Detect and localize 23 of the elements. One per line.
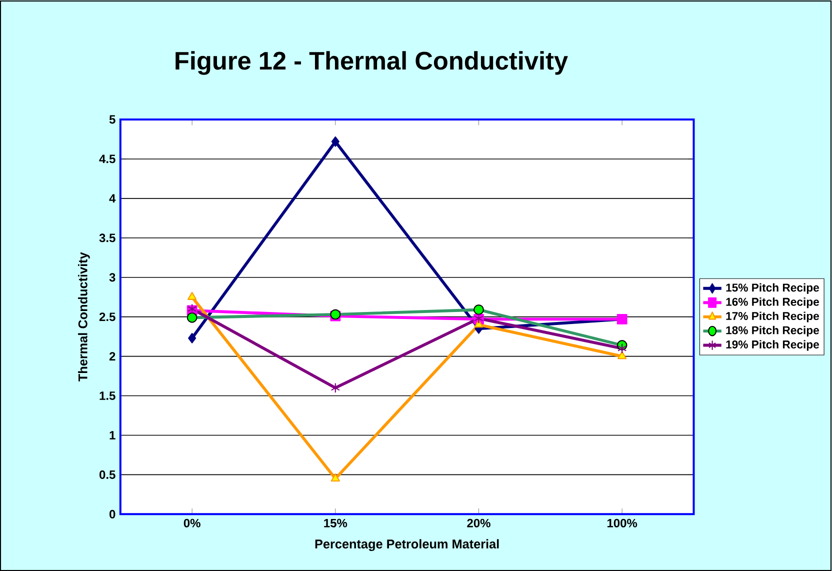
legend-label: 17% Pitch Recipe [726,312,819,322]
y-tick-label: 4 [109,194,116,203]
y-tick-label: 0.5 [99,470,116,479]
chart-title: Figure 12 - Thermal Conductivity [176,51,568,75]
y-tick-label: 3 [109,273,116,282]
x-tick-label: 100% [607,518,638,528]
legend-label: 19% Pitch Recipe [726,340,819,351]
y-tick-label: 1 [110,431,116,440]
y-tick-label: 0 [110,510,116,518]
x-tick-label: 15% [324,518,348,528]
legend-label: 16% Pitch Recipe [726,298,819,308]
y-tick-label: 4.5 [99,154,116,164]
y-tick-label: 2.5 [99,312,116,322]
y-tick-label: 2 [109,352,116,360]
y-axis-title: Thermal Conductivity [78,252,90,382]
legend-label: 18% Pitch Recipe [726,326,819,336]
x-axis-title: Percentage Petroleum Material [315,539,499,552]
y-tick-label: 5 [109,115,116,124]
x-tick-label: 0% [184,518,200,528]
y-tick-label: 1.5 [100,392,116,400]
legend-label: 15% Pitch Recipe [726,283,819,294]
y-tick-label: 3.5 [99,234,116,242]
x-tick-label: 20% [467,518,490,528]
